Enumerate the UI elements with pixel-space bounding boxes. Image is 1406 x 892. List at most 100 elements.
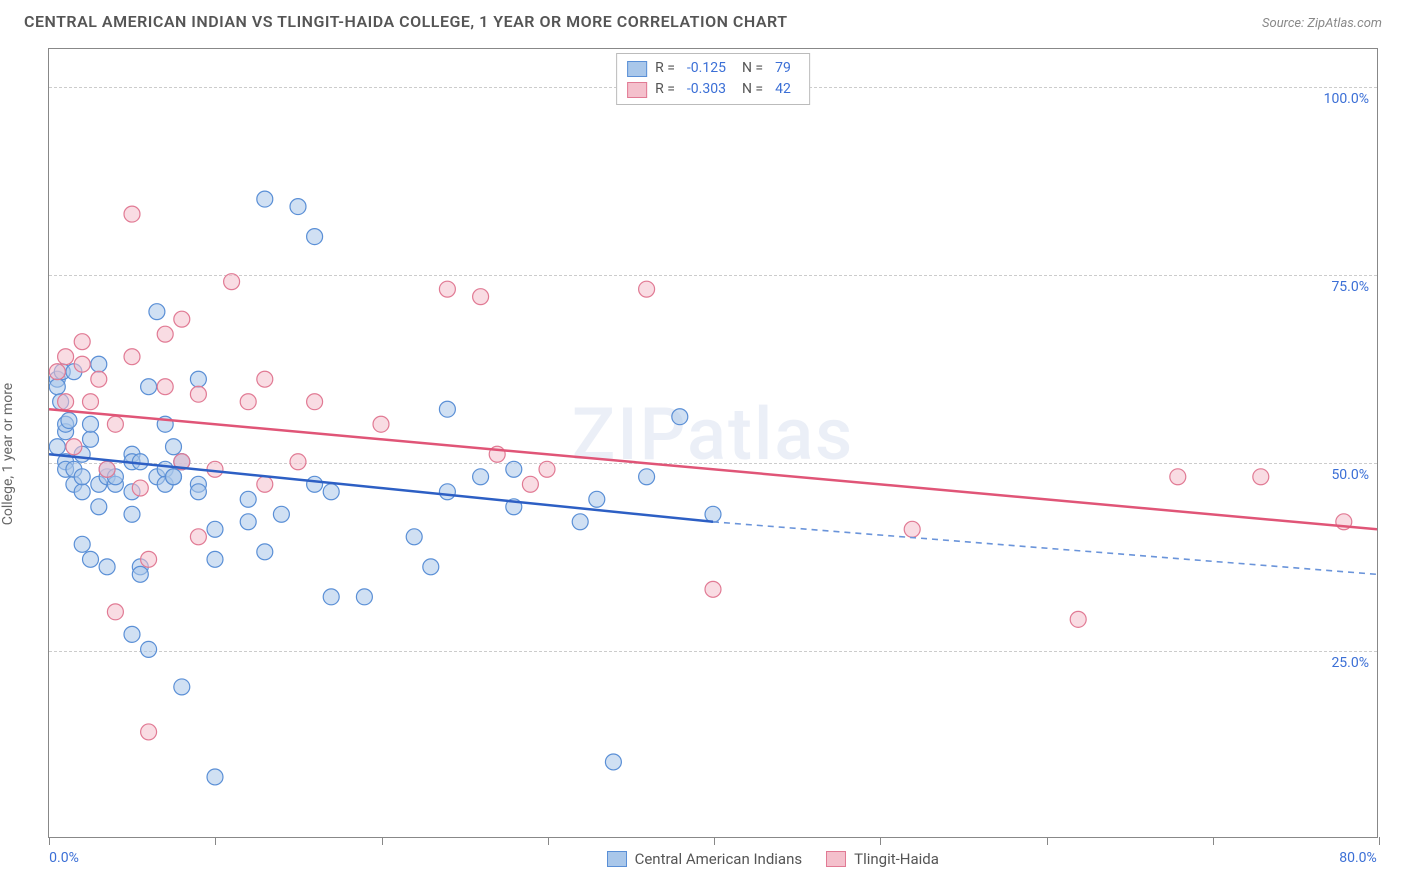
scatter-plot [49, 49, 1377, 837]
scatter-point [58, 349, 74, 365]
scatter-point [257, 544, 273, 560]
scatter-point [99, 559, 115, 575]
scatter-point [240, 491, 256, 507]
scatter-point [83, 431, 99, 447]
scatter-point [124, 506, 140, 522]
scatter-point [240, 394, 256, 410]
scatter-point [190, 529, 206, 545]
scatter-point [124, 206, 140, 222]
x-tick [548, 837, 549, 845]
x-tick-label: 80.0% [1339, 850, 1377, 866]
scatter-point [99, 461, 115, 477]
x-tick [1213, 837, 1214, 845]
x-tick-label: 0.0% [49, 850, 79, 866]
legend-n-value: 79 [775, 58, 791, 79]
scatter-point [373, 416, 389, 432]
title-bar: CENTRAL AMERICAN INDIAN VS TLINGIT-HAIDA… [0, 0, 1406, 39]
scatter-point [132, 480, 148, 496]
scatter-point [1070, 611, 1086, 627]
scatter-point [307, 476, 323, 492]
scatter-point [190, 484, 206, 500]
scatter-point [257, 191, 273, 207]
x-tick [49, 837, 50, 845]
scatter-point [439, 401, 455, 417]
scatter-point [132, 566, 148, 582]
scatter-point [307, 394, 323, 410]
legend-swatch-icon [826, 851, 846, 867]
scatter-point [91, 356, 107, 372]
legend-item: Tlingit-Haida [826, 850, 939, 868]
legend-n-label: N = [742, 58, 763, 79]
scatter-point [83, 551, 99, 567]
scatter-point [207, 461, 223, 477]
scatter-point [149, 304, 165, 320]
scatter-point [1170, 469, 1186, 485]
legend-swatch-icon [607, 851, 627, 867]
scatter-point [605, 754, 621, 770]
scatter-point [141, 551, 157, 567]
legend-row: R = -0.125 N = 79 [627, 58, 799, 79]
scatter-point [904, 521, 920, 537]
scatter-point [74, 536, 90, 552]
legend-r-value: -0.125 [687, 58, 726, 79]
scatter-point [307, 229, 323, 245]
legend-n-value: 42 [775, 79, 791, 100]
scatter-point [107, 604, 123, 620]
chart-title: CENTRAL AMERICAN INDIAN VS TLINGIT-HAIDA… [24, 12, 788, 31]
x-tick [215, 837, 216, 845]
scatter-point [423, 559, 439, 575]
scatter-point [639, 469, 655, 485]
scatter-point [124, 349, 140, 365]
scatter-point [174, 311, 190, 327]
series-legend: Central American Indians Tlingit-Haida [607, 844, 939, 874]
scatter-point [166, 439, 182, 455]
scatter-point [207, 521, 223, 537]
scatter-point [672, 409, 688, 425]
correlation-legend: R = -0.125 N = 79 R = -0.303 N = 42 [616, 53, 810, 105]
legend-n-label: N = [742, 79, 763, 100]
legend-row: R = -0.303 N = 42 [627, 79, 799, 100]
scatter-point [257, 476, 273, 492]
scatter-point [240, 514, 256, 530]
scatter-point [74, 356, 90, 372]
scatter-point [589, 491, 605, 507]
legend-r-label: R = [655, 79, 675, 100]
scatter-point [522, 476, 538, 492]
scatter-point [91, 371, 107, 387]
scatter-point [705, 506, 721, 522]
scatter-point [74, 484, 90, 500]
chart-area: ZIPatlas R = -0.125 N = 79 R = -0.303 N … [48, 48, 1378, 838]
scatter-point [49, 364, 65, 380]
scatter-point [257, 371, 273, 387]
x-tick [382, 837, 383, 845]
scatter-point [323, 484, 339, 500]
scatter-point [473, 469, 489, 485]
legend-item-label: Tlingit-Haida [854, 850, 939, 868]
chart-source: Source: ZipAtlas.com [1262, 16, 1382, 31]
trend-line-extrapolated [713, 522, 1377, 575]
scatter-point [83, 416, 99, 432]
scatter-point [473, 289, 489, 305]
scatter-point [166, 469, 182, 485]
scatter-point [224, 274, 240, 290]
legend-swatch-icon [627, 82, 647, 98]
scatter-point [539, 461, 555, 477]
scatter-point [61, 413, 77, 429]
scatter-point [639, 281, 655, 297]
scatter-point [190, 371, 206, 387]
scatter-point [207, 769, 223, 785]
scatter-point [49, 439, 65, 455]
scatter-point [572, 514, 588, 530]
scatter-point [107, 416, 123, 432]
scatter-point [157, 326, 173, 342]
scatter-point [406, 529, 422, 545]
legend-item: Central American Indians [607, 850, 803, 868]
scatter-point [91, 499, 107, 515]
scatter-point [124, 626, 140, 642]
x-tick [1379, 837, 1380, 845]
scatter-point [1253, 469, 1269, 485]
legend-r-value: -0.303 [687, 79, 726, 100]
scatter-point [506, 461, 522, 477]
scatter-point [58, 394, 74, 410]
scatter-point [290, 199, 306, 215]
